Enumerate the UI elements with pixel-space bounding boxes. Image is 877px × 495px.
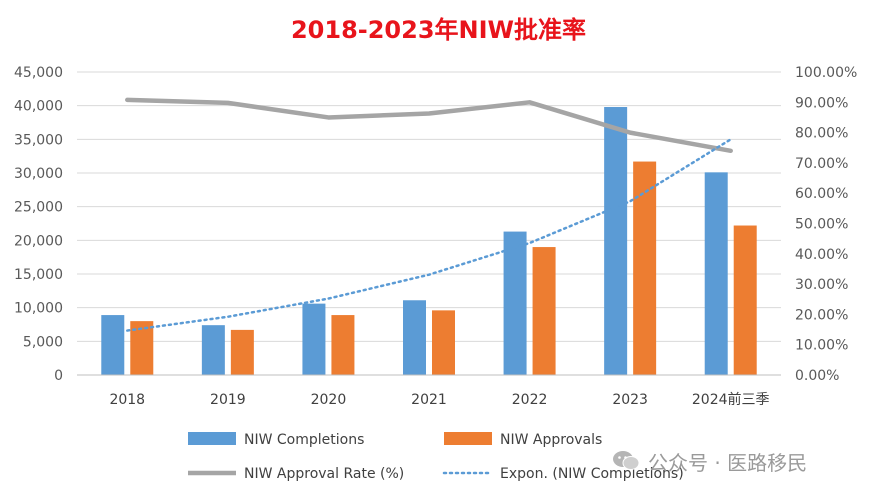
bar [201, 325, 225, 375]
y-right-tick-label: 60.00% [795, 186, 848, 202]
axes: 0 5,000 10,000 15,000 20,000 25,000 30,000 35,0… [14, 65, 857, 408]
watermark-text: 公众号 · 医路移民 [648, 450, 808, 475]
y-left-tick-label: 15,000 [14, 267, 63, 283]
x-tick-label: 2024前三季 [692, 391, 770, 408]
x-tick-label: 2018 [109, 392, 145, 408]
x-tick-label: 2022 [512, 392, 548, 408]
bar [503, 231, 527, 375]
y-right-tick-label: 100.00% [795, 65, 857, 81]
lines [125, 97, 733, 332]
bar [403, 300, 426, 375]
legend-entry: Expon. (NIW Completions) [442, 466, 684, 482]
y-right-tick-label: 90.00% [795, 95, 848, 111]
y-right-tick-label: 50.00% [795, 217, 848, 233]
y-right-tick-label: 20.00% [795, 307, 848, 323]
legend-entry: NIW Approvals [444, 432, 602, 448]
bar [130, 321, 154, 375]
legend-swatch [188, 432, 236, 445]
y-right-tick-label: 80.00% [795, 126, 848, 142]
y-left-tick-label: 45,000 [14, 65, 63, 81]
y-left-tick-label: 0 [54, 368, 63, 384]
y-left-tick-label: 25,000 [14, 200, 63, 216]
y-left-tick-label: 20,000 [14, 233, 63, 249]
y-left-tick-label: 5,000 [23, 334, 63, 350]
bar [302, 303, 326, 375]
y-right-tick-label: 40.00% [795, 247, 848, 263]
y-left-tick-label: 10,000 [14, 301, 63, 317]
x-tick-label: 2019 [210, 392, 246, 408]
approval-rate-line [125, 97, 733, 154]
y-left-tick-label: 40,000 [14, 99, 63, 115]
y-left-tick-label: 30,000 [14, 166, 63, 182]
bar [331, 315, 355, 375]
y-right-tick-label: 30.00% [795, 277, 848, 293]
chart-title: 2018-2023年NIW批准率 [290, 16, 587, 44]
bar [704, 172, 728, 375]
y-right-tick-label: 0.00% [795, 368, 839, 384]
y-left-tick-label: 35,000 [14, 132, 63, 148]
x-tick-label: 2021 [411, 392, 447, 408]
legend-label: NIW Approvals [500, 432, 602, 448]
legend-entry: NIW Completions [188, 432, 364, 448]
trendline [126, 138, 732, 332]
gridlines [77, 71, 781, 376]
legend-label: Expon. (NIW Completions) [500, 466, 684, 482]
bar [101, 315, 125, 375]
watermark: 公众号 · 医路移民 [612, 446, 862, 476]
bar [230, 329, 254, 375]
bar [633, 161, 657, 375]
bar [532, 247, 556, 375]
wechat-icon [612, 450, 640, 472]
x-tick-label: 2023 [612, 392, 648, 408]
legend-label: NIW Completions [244, 432, 364, 448]
legend: NIW Completions NIW Approvals NIW Approval… [188, 432, 684, 482]
y-right-tick-label: 70.00% [795, 156, 848, 172]
legend-entry: NIW Approval Rate (%) [188, 466, 404, 482]
legend-label: NIW Approval Rate (%) [244, 466, 404, 482]
bars [101, 107, 757, 375]
x-tick-label: 2020 [311, 392, 347, 408]
bar [432, 310, 455, 375]
bar [604, 107, 628, 375]
bar [733, 225, 757, 375]
legend-swatch [444, 432, 492, 445]
y-right-tick-label: 10.00% [795, 338, 848, 354]
